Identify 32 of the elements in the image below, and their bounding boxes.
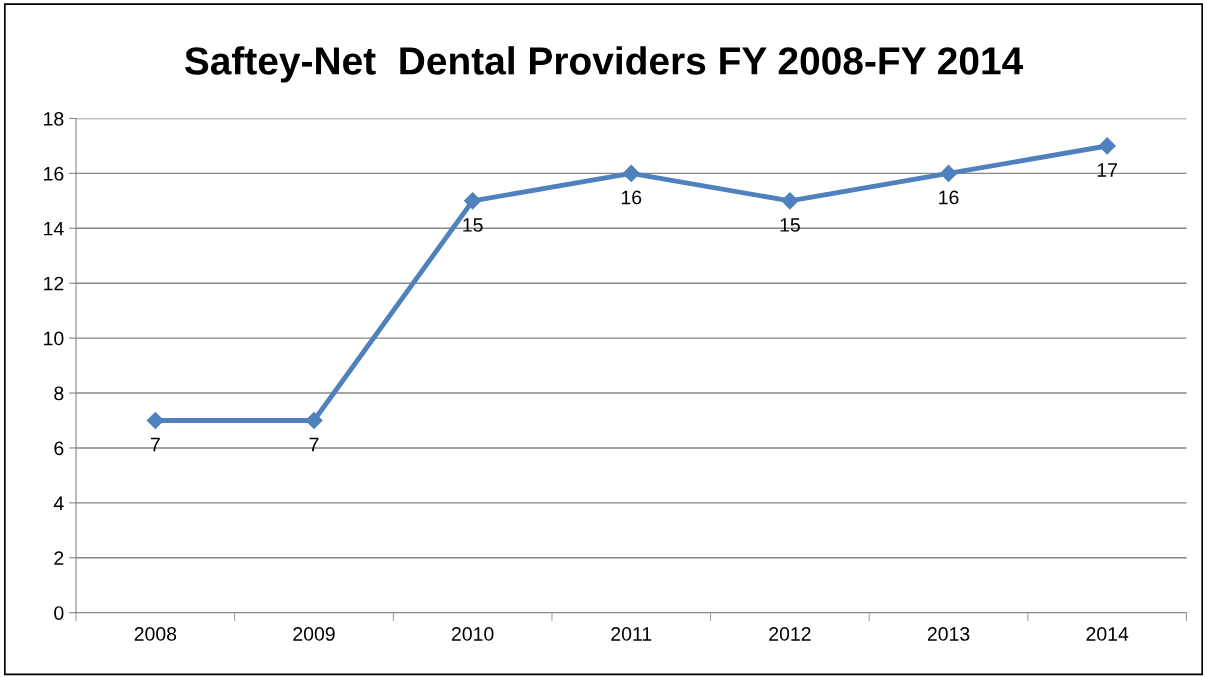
x-tick-label: 2008 — [134, 627, 177, 641]
data-label: 15 — [780, 218, 800, 232]
point — [622, 164, 640, 182]
chart-title: Saftey-Net Dental Providers FY 2008-FY 2014 — [184, 46, 1024, 83]
point — [781, 192, 799, 210]
y-tick-label: 2 — [54, 551, 64, 565]
data-label: 16 — [621, 190, 642, 205]
data-label: 15 — [463, 218, 483, 232]
data-label: 16 — [939, 190, 959, 205]
point — [939, 164, 958, 182]
point — [305, 411, 323, 430]
point — [1098, 137, 1116, 155]
x-tick-label: 2011 — [611, 627, 652, 641]
y-tick-label: 10 — [44, 331, 64, 346]
data-label: 7 — [150, 437, 160, 452]
y-tick-label: 14 — [44, 221, 64, 236]
y-tick-label: 12 — [44, 276, 64, 291]
x-tick-label: 2012 — [769, 627, 811, 641]
data-label: 17 — [1097, 163, 1117, 177]
x-tick-label: 2013 — [927, 627, 970, 641]
x-tick-label: 2009 — [293, 627, 335, 641]
y-tick-label: 8 — [54, 386, 64, 401]
y-tick-label: 0 — [54, 606, 64, 620]
y-tick-label: 18 — [44, 111, 64, 126]
y-tick-label: 16 — [44, 166, 64, 181]
point — [146, 411, 164, 430]
x-tick-label: 2010 — [451, 627, 494, 641]
y-tick-label: 6 — [54, 441, 64, 456]
point — [464, 192, 482, 210]
x-tick-label: 2014 — [1086, 627, 1129, 641]
data-label: 7 — [309, 437, 319, 452]
y-tick-label: 4 — [53, 496, 64, 510]
